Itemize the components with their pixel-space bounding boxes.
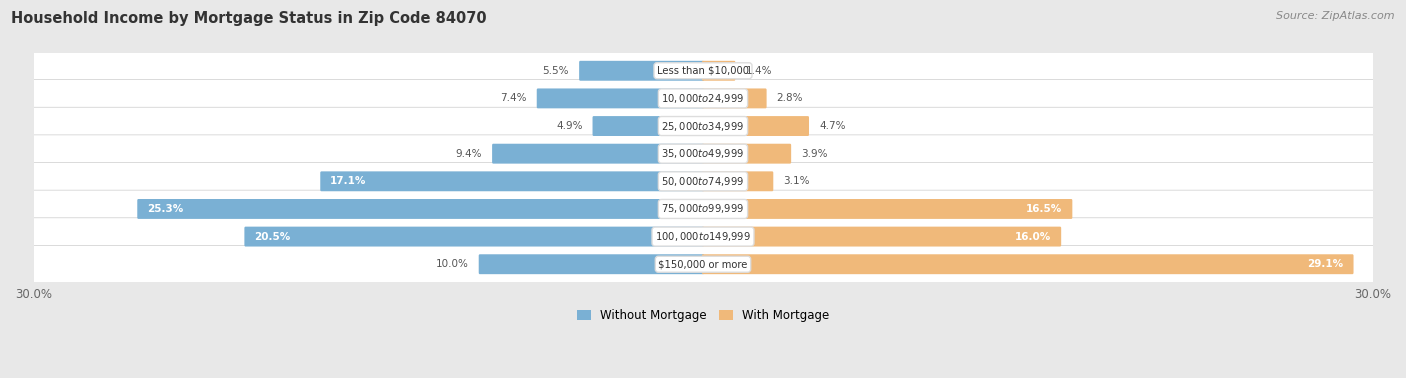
Text: Source: ZipAtlas.com: Source: ZipAtlas.com <box>1277 11 1395 21</box>
Text: 9.4%: 9.4% <box>456 149 482 159</box>
Text: $50,000 to $74,999: $50,000 to $74,999 <box>661 175 745 188</box>
Text: 3.1%: 3.1% <box>783 176 810 186</box>
Text: $75,000 to $99,999: $75,000 to $99,999 <box>661 203 745 215</box>
FancyBboxPatch shape <box>478 254 704 274</box>
FancyBboxPatch shape <box>702 88 766 108</box>
Text: 29.1%: 29.1% <box>1308 259 1344 269</box>
FancyBboxPatch shape <box>18 135 1388 172</box>
Text: 10.0%: 10.0% <box>436 259 468 269</box>
FancyBboxPatch shape <box>18 107 1388 145</box>
Text: 7.4%: 7.4% <box>501 93 527 104</box>
Text: Household Income by Mortgage Status in Zip Code 84070: Household Income by Mortgage Status in Z… <box>11 11 486 26</box>
Text: 20.5%: 20.5% <box>254 232 291 242</box>
Text: 5.5%: 5.5% <box>543 66 569 76</box>
FancyBboxPatch shape <box>702 254 1354 274</box>
FancyBboxPatch shape <box>245 227 704 246</box>
Text: $35,000 to $49,999: $35,000 to $49,999 <box>661 147 745 160</box>
FancyBboxPatch shape <box>702 199 1073 219</box>
Text: 3.9%: 3.9% <box>801 149 828 159</box>
FancyBboxPatch shape <box>702 116 808 136</box>
FancyBboxPatch shape <box>18 190 1388 228</box>
Text: 17.1%: 17.1% <box>330 176 367 186</box>
FancyBboxPatch shape <box>18 52 1388 90</box>
FancyBboxPatch shape <box>18 163 1388 200</box>
FancyBboxPatch shape <box>492 144 704 164</box>
Text: $10,000 to $24,999: $10,000 to $24,999 <box>661 92 745 105</box>
FancyBboxPatch shape <box>138 199 704 219</box>
FancyBboxPatch shape <box>18 80 1388 117</box>
Text: 16.5%: 16.5% <box>1026 204 1063 214</box>
FancyBboxPatch shape <box>537 88 704 108</box>
Text: 2.8%: 2.8% <box>776 93 803 104</box>
Text: 1.4%: 1.4% <box>745 66 772 76</box>
FancyBboxPatch shape <box>592 116 704 136</box>
Text: 4.9%: 4.9% <box>555 121 582 131</box>
FancyBboxPatch shape <box>579 61 704 81</box>
FancyBboxPatch shape <box>321 171 704 191</box>
FancyBboxPatch shape <box>18 245 1388 283</box>
Text: $25,000 to $34,999: $25,000 to $34,999 <box>661 119 745 133</box>
FancyBboxPatch shape <box>702 171 773 191</box>
FancyBboxPatch shape <box>18 218 1388 256</box>
Text: $100,000 to $149,999: $100,000 to $149,999 <box>655 230 751 243</box>
Legend: Without Mortgage, With Mortgage: Without Mortgage, With Mortgage <box>572 304 834 327</box>
Text: 16.0%: 16.0% <box>1015 232 1052 242</box>
Text: 25.3%: 25.3% <box>148 204 184 214</box>
FancyBboxPatch shape <box>702 144 792 164</box>
FancyBboxPatch shape <box>702 61 735 81</box>
Text: $150,000 or more: $150,000 or more <box>658 259 748 269</box>
FancyBboxPatch shape <box>702 227 1062 246</box>
Text: Less than $10,000: Less than $10,000 <box>657 66 749 76</box>
Text: 4.7%: 4.7% <box>820 121 845 131</box>
